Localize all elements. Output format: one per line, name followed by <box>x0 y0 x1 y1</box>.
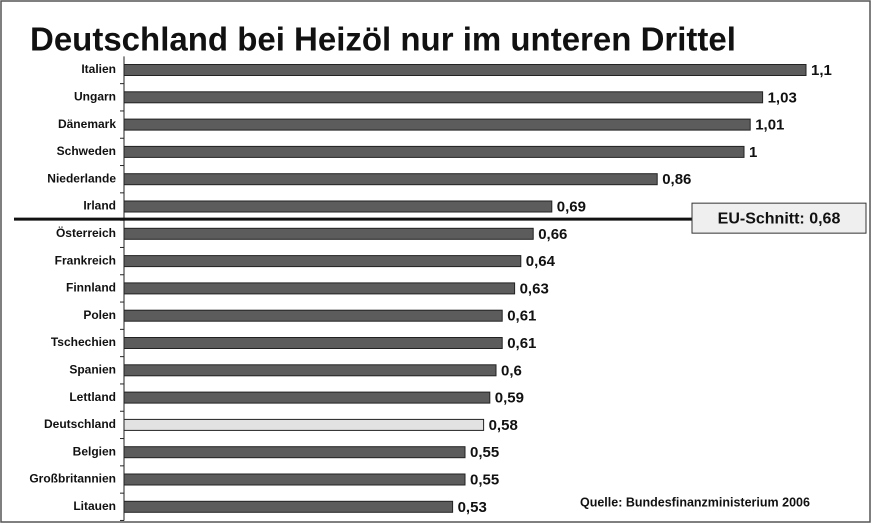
eu-average-box <box>691 202 867 234</box>
category-label: Deutschland <box>44 417 116 431</box>
value-label: 0,69 <box>557 198 586 215</box>
category-label: Dänemark <box>58 117 116 131</box>
value-label: 0,63 <box>520 280 549 297</box>
bar <box>123 173 658 186</box>
bar <box>123 473 466 486</box>
value-label: 0,86 <box>662 171 691 188</box>
bar <box>123 282 516 295</box>
bar <box>123 391 491 404</box>
bar <box>123 337 503 349</box>
category-label: Finnland <box>66 281 116 295</box>
bar <box>123 118 751 131</box>
bar <box>123 145 745 158</box>
bar <box>123 91 764 104</box>
category-label: Italien <box>81 62 116 76</box>
category-label: Schweden <box>57 144 116 158</box>
category-label: Litauen <box>73 499 116 513</box>
value-label: 0,6 <box>501 362 522 379</box>
value-label: 1,01 <box>755 117 784 134</box>
category-label: Niederlande <box>47 171 116 185</box>
bar <box>123 446 466 459</box>
bar <box>123 255 522 268</box>
value-label: 0,55 <box>470 444 499 461</box>
category-label: Irland <box>83 199 116 213</box>
value-label: 0,55 <box>470 471 499 488</box>
category-label: Frankreich <box>55 253 116 267</box>
category-label: Polen <box>83 308 116 322</box>
category-label: Tschechien <box>51 335 116 349</box>
category-label: Belgien <box>73 444 116 458</box>
category-label: Lettland <box>69 390 116 404</box>
value-label: 1,1 <box>811 62 832 79</box>
bar <box>123 364 497 377</box>
bar <box>123 309 503 322</box>
category-label: Österreich <box>56 225 116 240</box>
source: Quelle: Bundesfinanzministerium 2006 <box>580 495 810 509</box>
value-label: 0,64 <box>526 253 556 270</box>
category-label: Großbritannien <box>29 472 116 486</box>
chart-title: Deutschland bei Heizöl nur im unteren Dr… <box>30 21 736 58</box>
category-label: Ungarn <box>74 89 116 103</box>
eu-average-label: EU-Schnitt: 0,68 <box>718 210 841 227</box>
value-label: 0,58 <box>489 417 518 434</box>
value-label: 0,59 <box>495 390 524 407</box>
bar <box>123 64 807 76</box>
category-label: Spanien <box>69 362 116 376</box>
value-label: 0,53 <box>458 499 487 516</box>
bar <box>123 200 553 213</box>
value-label: 1,03 <box>768 89 797 106</box>
bar <box>123 500 454 513</box>
bar <box>123 418 485 431</box>
value-label: 0,61 <box>507 308 536 325</box>
value-label: 0,61 <box>507 335 536 352</box>
bar <box>123 227 534 240</box>
value-label: 1 <box>749 144 757 161</box>
value-label: 0,66 <box>538 226 567 243</box>
